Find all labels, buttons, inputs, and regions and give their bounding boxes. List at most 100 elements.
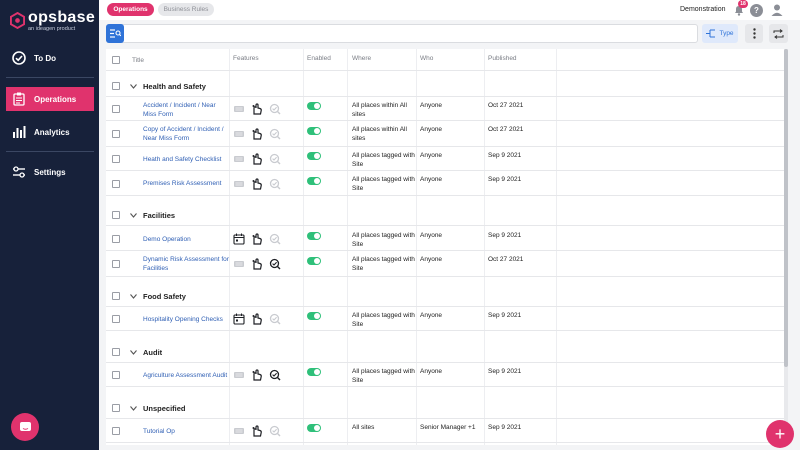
type-button-label: Type [719, 30, 734, 37]
group-header-row[interactable]: Facilities [106, 204, 784, 226]
group-header-row[interactable]: Health and Safety [106, 75, 784, 97]
features-cell [233, 153, 287, 165]
published-cell: Oct 27 2021 [488, 102, 524, 109]
row-checkbox[interactable] [112, 427, 120, 435]
table-row[interactable]: Agriculture Assessment Audit All places t… [106, 363, 784, 387]
verify-icon [269, 369, 281, 381]
column-divider [303, 49, 304, 445]
more-vertical-icon [752, 28, 756, 39]
enabled-toggle[interactable] [307, 257, 321, 265]
scrollbar-thumb[interactable] [784, 49, 788, 367]
help-button[interactable]: ? [750, 4, 763, 17]
clipboard-icon [12, 92, 26, 106]
sidebar-item-label: Analytics [34, 127, 70, 137]
enabled-toggle[interactable] [307, 424, 321, 432]
bar-chart-icon [12, 125, 26, 139]
column-header-title[interactable]: Title [132, 57, 145, 64]
table-row[interactable]: Premises Risk Assessment All places tagge… [106, 171, 784, 196]
select-all-checkbox[interactable] [112, 56, 120, 64]
who-cell: Anyone [420, 368, 443, 375]
enabled-toggle[interactable] [307, 102, 321, 110]
operation-title-link[interactable]: Copy of Accident / Incident / Near Miss … [143, 126, 224, 142]
group-header-row[interactable]: Unspecified [106, 397, 784, 419]
enabled-toggle[interactable] [307, 152, 321, 160]
chevron-down-icon[interactable] [130, 350, 137, 355]
tab-business-rules[interactable]: Business Rules [158, 3, 214, 16]
group-by-type-button[interactable]: Type [702, 24, 738, 43]
group-header-row[interactable]: Food Safety [106, 285, 784, 307]
group-header-row[interactable]: Audit [106, 341, 784, 363]
operation-title-link[interactable]: Tutorial Op [143, 428, 175, 435]
row-checkbox[interactable] [112, 260, 120, 268]
operations-table: Title Features Enabled Where Who Publish… [106, 49, 788, 445]
enabled-toggle[interactable] [307, 176, 321, 185]
chevron-down-icon[interactable] [130, 406, 137, 411]
row-checkbox[interactable] [112, 130, 120, 138]
group-checkbox[interactable] [112, 348, 120, 356]
table-header-row: Title Features Enabled Where Who Publish… [106, 49, 784, 71]
table-row[interactable]: Demo Operation All places tagged with Sit… [106, 227, 784, 251]
form-icon [233, 153, 245, 165]
where-cell: All places tagged with Site [352, 152, 415, 168]
enabled-toggle[interactable] [307, 312, 321, 320]
column-header-who[interactable]: Who [420, 55, 434, 62]
features-cell [233, 369, 287, 381]
sync-button[interactable] [769, 24, 788, 43]
column-header-where[interactable]: Where [352, 55, 372, 62]
operation-title-link[interactable]: Agriculture Assessment Audit [143, 372, 228, 379]
sidebar-item-settings[interactable]: Settings [6, 160, 94, 184]
brand-tagline: an ideagen product [28, 26, 76, 32]
group-checkbox[interactable] [112, 404, 120, 412]
table-row[interactable]: Heath and Safety Checklist All places tag… [106, 147, 784, 171]
sidebar-item-todo[interactable]: To Do [6, 46, 94, 70]
table-row[interactable]: Dynamic Risk Assessment for Facilities Al… [106, 251, 784, 277]
enabled-toggle[interactable] [307, 232, 321, 240]
filter-search-button[interactable] [106, 24, 124, 43]
verify-icon [269, 425, 281, 437]
row-checkbox[interactable] [112, 371, 120, 379]
enabled-toggle[interactable] [307, 127, 321, 135]
brand-logo[interactable]: opsbase an ideagen product [10, 9, 95, 36]
row-checkbox[interactable] [112, 179, 120, 188]
operation-title-link[interactable]: Accident / Incident / Near Miss Form [143, 102, 216, 118]
column-header-features[interactable]: Features [233, 55, 259, 62]
group-title: Unspecified [143, 404, 186, 413]
sidebar-item-analytics[interactable]: Analytics [6, 120, 94, 144]
group-checkbox[interactable] [112, 211, 120, 219]
operation-title-link[interactable]: Premises Risk Assessment [143, 180, 222, 187]
organisation-name[interactable]: Demonstration [680, 6, 726, 13]
form-icon [233, 103, 245, 115]
table-row[interactable]: Accident / Incident / Near Miss Form All … [106, 97, 784, 121]
row-checkbox[interactable] [112, 105, 120, 113]
add-operation-button[interactable]: + [766, 420, 794, 448]
user-avatar-icon[interactable] [770, 3, 784, 17]
support-chat-button[interactable] [11, 413, 39, 441]
table-row[interactable]: Hospitality Opening Checks All places tag… [106, 307, 784, 331]
group-checkbox[interactable] [112, 292, 120, 300]
search-input[interactable] [106, 24, 698, 43]
operation-title-link[interactable]: Hospitality Opening Checks [143, 316, 223, 323]
table-row[interactable]: Copy of Accident / Incident / Near Miss … [106, 121, 784, 147]
sidebar-item-operations[interactable]: Operations [6, 87, 94, 111]
hand-icon [251, 177, 263, 190]
more-options-button[interactable] [745, 24, 763, 43]
chevron-down-icon[interactable] [130, 294, 137, 299]
chevron-down-icon[interactable] [130, 213, 137, 218]
operation-title-link[interactable]: Heath and Safety Checklist [143, 156, 222, 163]
operation-title-link[interactable]: Demo Operation [143, 236, 191, 243]
column-header-published[interactable]: Published [488, 55, 517, 62]
enabled-toggle[interactable] [307, 368, 321, 376]
tab-operations[interactable]: Operations [107, 3, 154, 16]
hierarchy-icon [706, 29, 716, 38]
where-cell: All places tagged with Site [352, 176, 415, 192]
row-checkbox[interactable] [112, 315, 120, 323]
chevron-down-icon[interactable] [130, 84, 137, 89]
features-cell [233, 128, 287, 140]
column-header-enabled[interactable]: Enabled [307, 55, 331, 62]
row-checkbox[interactable] [112, 155, 120, 163]
row-checkbox[interactable] [112, 235, 120, 243]
group-checkbox[interactable] [112, 82, 120, 90]
table-row[interactable]: Tutorial Op All sites Senior Manager +1 Sep… [106, 419, 784, 443]
group-title: Facilities [143, 211, 176, 220]
operation-title-link[interactable]: Dynamic Risk Assessment for Facilities [143, 256, 229, 272]
